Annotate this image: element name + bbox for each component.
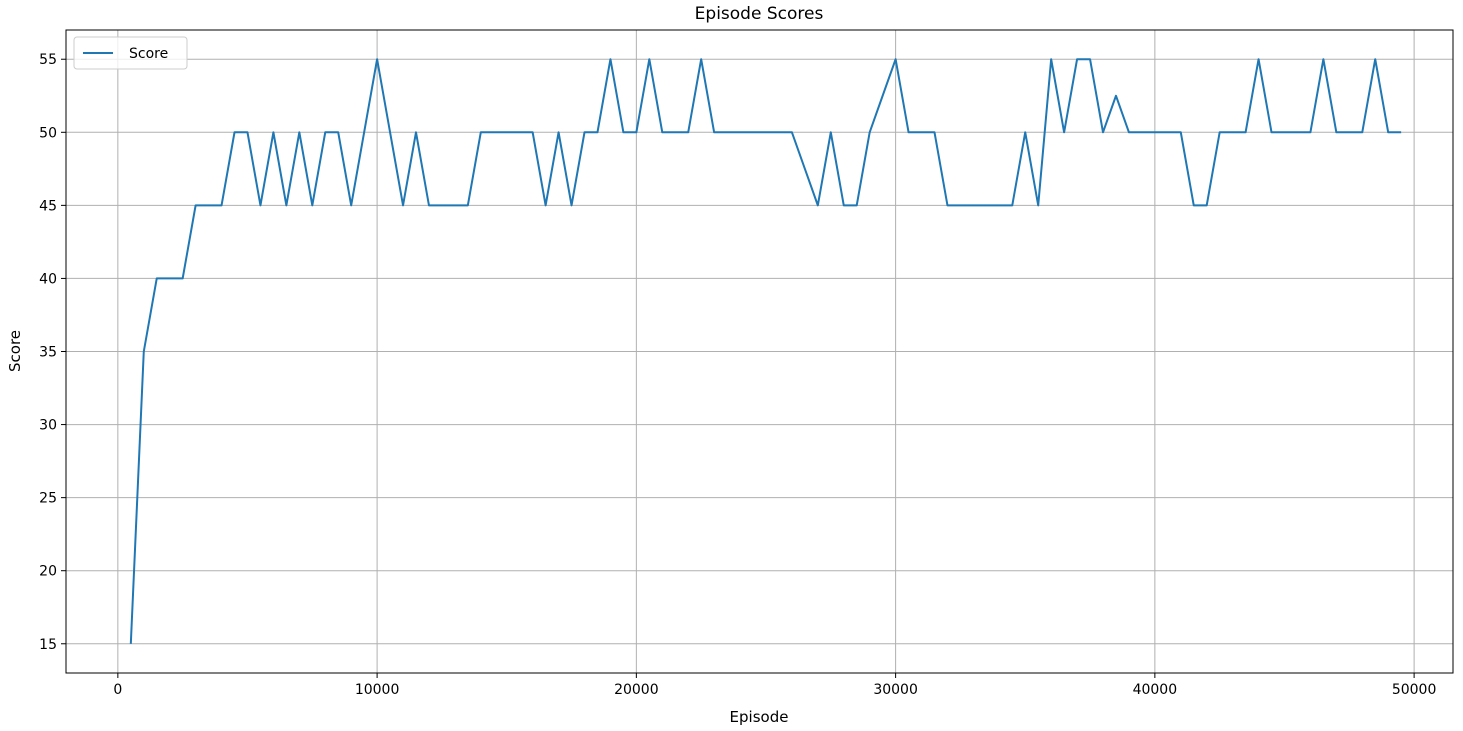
x-tick-label: 10000 (355, 682, 400, 698)
y-tick-label: 25 (39, 491, 57, 507)
x-tick-label: 20000 (614, 682, 659, 698)
y-axis: 15 20 25 30 35 40 45 50 55 (39, 52, 66, 653)
y-tick-label: 55 (39, 52, 57, 68)
x-tick-label: 30000 (873, 682, 918, 698)
y-tick-label: 50 (39, 125, 57, 141)
x-axis: 0 10000 20000 30000 40000 50000 (113, 673, 1436, 698)
series-line-score (129, 58, 1402, 644)
x-tick-label: 50000 (1392, 682, 1437, 698)
chart-title: Episode Scores (695, 4, 824, 24)
y-tick-label: 35 (39, 345, 57, 361)
y-tick-label: 15 (39, 637, 57, 653)
y-tick-label: 40 (39, 271, 57, 287)
y-tick-label: 30 (39, 418, 57, 434)
x-axis-label: Episode (730, 708, 789, 726)
legend-box (73, 36, 188, 70)
y-axis-label: Score (6, 330, 24, 372)
x-tick-label: 0 (113, 682, 122, 698)
series-layer (129, 58, 1402, 644)
legend: Score (73, 36, 188, 70)
y-tick-label: 45 (39, 198, 57, 214)
x-tick-label: 40000 (1133, 682, 1178, 698)
legend-label-score: Score (129, 46, 168, 62)
y-tick-label: 20 (39, 564, 57, 580)
